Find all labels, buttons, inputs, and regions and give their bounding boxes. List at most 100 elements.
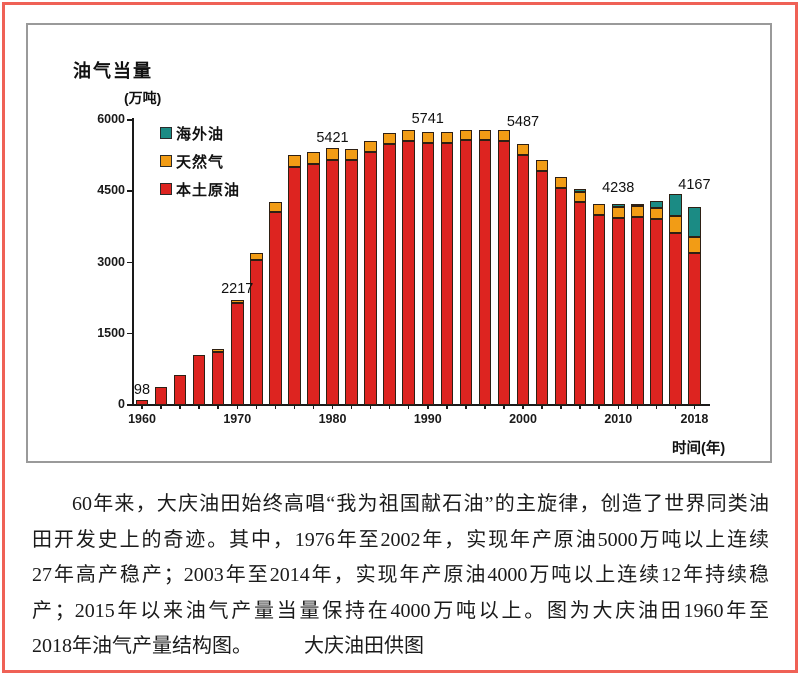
x-tick [369,405,372,409]
x-tick-label: 2010 [604,412,633,426]
y-tick [127,332,133,335]
bar-segment-1980 [326,159,339,405]
x-tick [331,405,334,409]
bar-segment-2000 [516,155,530,405]
legend: 海外油 天然气 本土原油 [160,124,240,208]
x-tick-label: 2000 [509,412,537,426]
x-tick [522,405,524,409]
legend-swatch-overseas-oil [160,127,172,139]
bar-segment-1996 [478,129,492,140]
bar-segment-1998 [497,130,511,142]
x-tick [579,405,581,409]
x-axis-title: 时间(年) [672,441,726,457]
bar-segment-1990 [421,142,434,405]
bar-segment-1982 [345,160,358,405]
bar-segment-2016 [669,232,682,405]
y-tick [127,261,133,263]
bar-segment-1986 [383,133,396,145]
bar-segment-2016 [669,216,682,233]
y-tick-label: 6000 [97,112,125,126]
legend-swatch-natural-gas [160,155,172,167]
bar-segment-2006 [573,188,587,193]
x-tick [407,405,410,409]
bar-segment-2012 [631,203,644,207]
bar-segment-1982 [345,148,358,161]
bar-segment-1972 [250,252,263,260]
bar-segment-1962 [154,386,168,405]
bar-segment-2014 [650,218,663,405]
bar-segment-2002 [535,159,549,171]
y-tick-label: 3000 [97,254,125,269]
bar-segment-2012 [631,206,644,218]
x-tick [560,405,562,409]
x-tick-label: 1990 [413,412,442,426]
y-tick [127,404,133,406]
bar-segment-1976 [288,166,301,405]
x-tick [198,405,200,409]
y-axis-unit: (万吨) [124,90,162,106]
bar-segment-2008 [592,214,606,405]
y-tick-label: 4500 [97,183,125,198]
bar-segment-2010 [612,207,625,218]
x-tick-label: 1970 [223,412,252,426]
bar-value-label: 5421 [316,129,349,146]
chart-panel: 油气当量 (万吨) 海外油 天然气 本土原油 0 1500 3000 4500 6000… [26,23,772,463]
y-tick-label: 0 [118,397,125,411]
x-tick [617,405,619,409]
caption-line: 田开发史上的奇迹。其中，1976年至2002年，实现年产原油5000万吨以上连续 [32,528,769,551]
legend-swatch-domestic-crude [160,183,172,195]
legend-item-domestic-crude: 本土原油 [160,180,240,199]
bar-segment-1970 [231,303,244,405]
bar-segment-2010 [612,217,625,405]
bar-segment-1978 [307,164,320,405]
x-tick [503,405,505,409]
bar-segment-2002 [535,170,549,405]
bar-segment-2014 [650,200,663,208]
x-tick [312,405,315,409]
bar-segment-1978 [307,152,320,165]
x-tick [293,405,296,409]
x-tick [350,405,353,409]
legend-item-overseas-oil: 海外油 [160,124,240,143]
bar-segment-1994 [459,129,473,141]
bar-segment-1968 [211,351,225,405]
bar-segment-1960 [135,400,149,405]
bar-segment-1974 [269,201,282,212]
bar-segment-1992 [440,142,454,405]
x-tick [636,405,639,409]
bar-segment-2004 [554,177,568,189]
bar-segment-1984 [364,151,377,405]
x-tick [446,405,448,409]
bar-segment-1972 [250,259,263,405]
bar-segment-1986 [383,144,396,405]
y-axis-title: 油气当量 [73,61,153,81]
bar-segment-2004 [554,188,568,405]
bar-segment-2016 [669,194,682,217]
x-tick [484,405,486,409]
x-tick-label: 2018 [680,412,709,426]
caption-last-line: 2018年油气产量结构图。 [32,635,252,658]
x-tick [674,405,677,409]
bar-segment-2018 [688,253,701,405]
x-tick-label: 1960 [128,412,156,426]
caption-lines: 60年来，大庆油田始终高唱“我为祖国献石油”的主旋律，创造了世界同类油 田开发史上… [32,487,769,629]
x-tick [655,405,658,409]
x-tick [141,405,143,409]
legend-item-natural-gas: 天然气 [160,152,240,171]
bar-segment-1966 [192,354,206,405]
caption: 60年来，大庆油田始终高唱“我为祖国献石油”的主旋律，创造了世界同类油 田开发史上… [32,487,769,665]
y-tick [127,119,133,121]
bar-segment-2010 [612,203,625,207]
x-tick [160,405,162,409]
bar-segment-1994 [459,140,473,405]
bar-value-label: 2217 [221,280,254,297]
bar-value-label: 5487 [506,114,540,131]
bar-segment-1988 [402,130,415,142]
x-tick [217,405,219,409]
bar-segment-2018 [688,237,701,253]
bar-segment-2000 [516,144,530,156]
x-tick [693,405,696,409]
x-axis-line [132,404,710,406]
bar-segment-2012 [631,217,644,405]
bar-segment-1964 [173,374,187,405]
